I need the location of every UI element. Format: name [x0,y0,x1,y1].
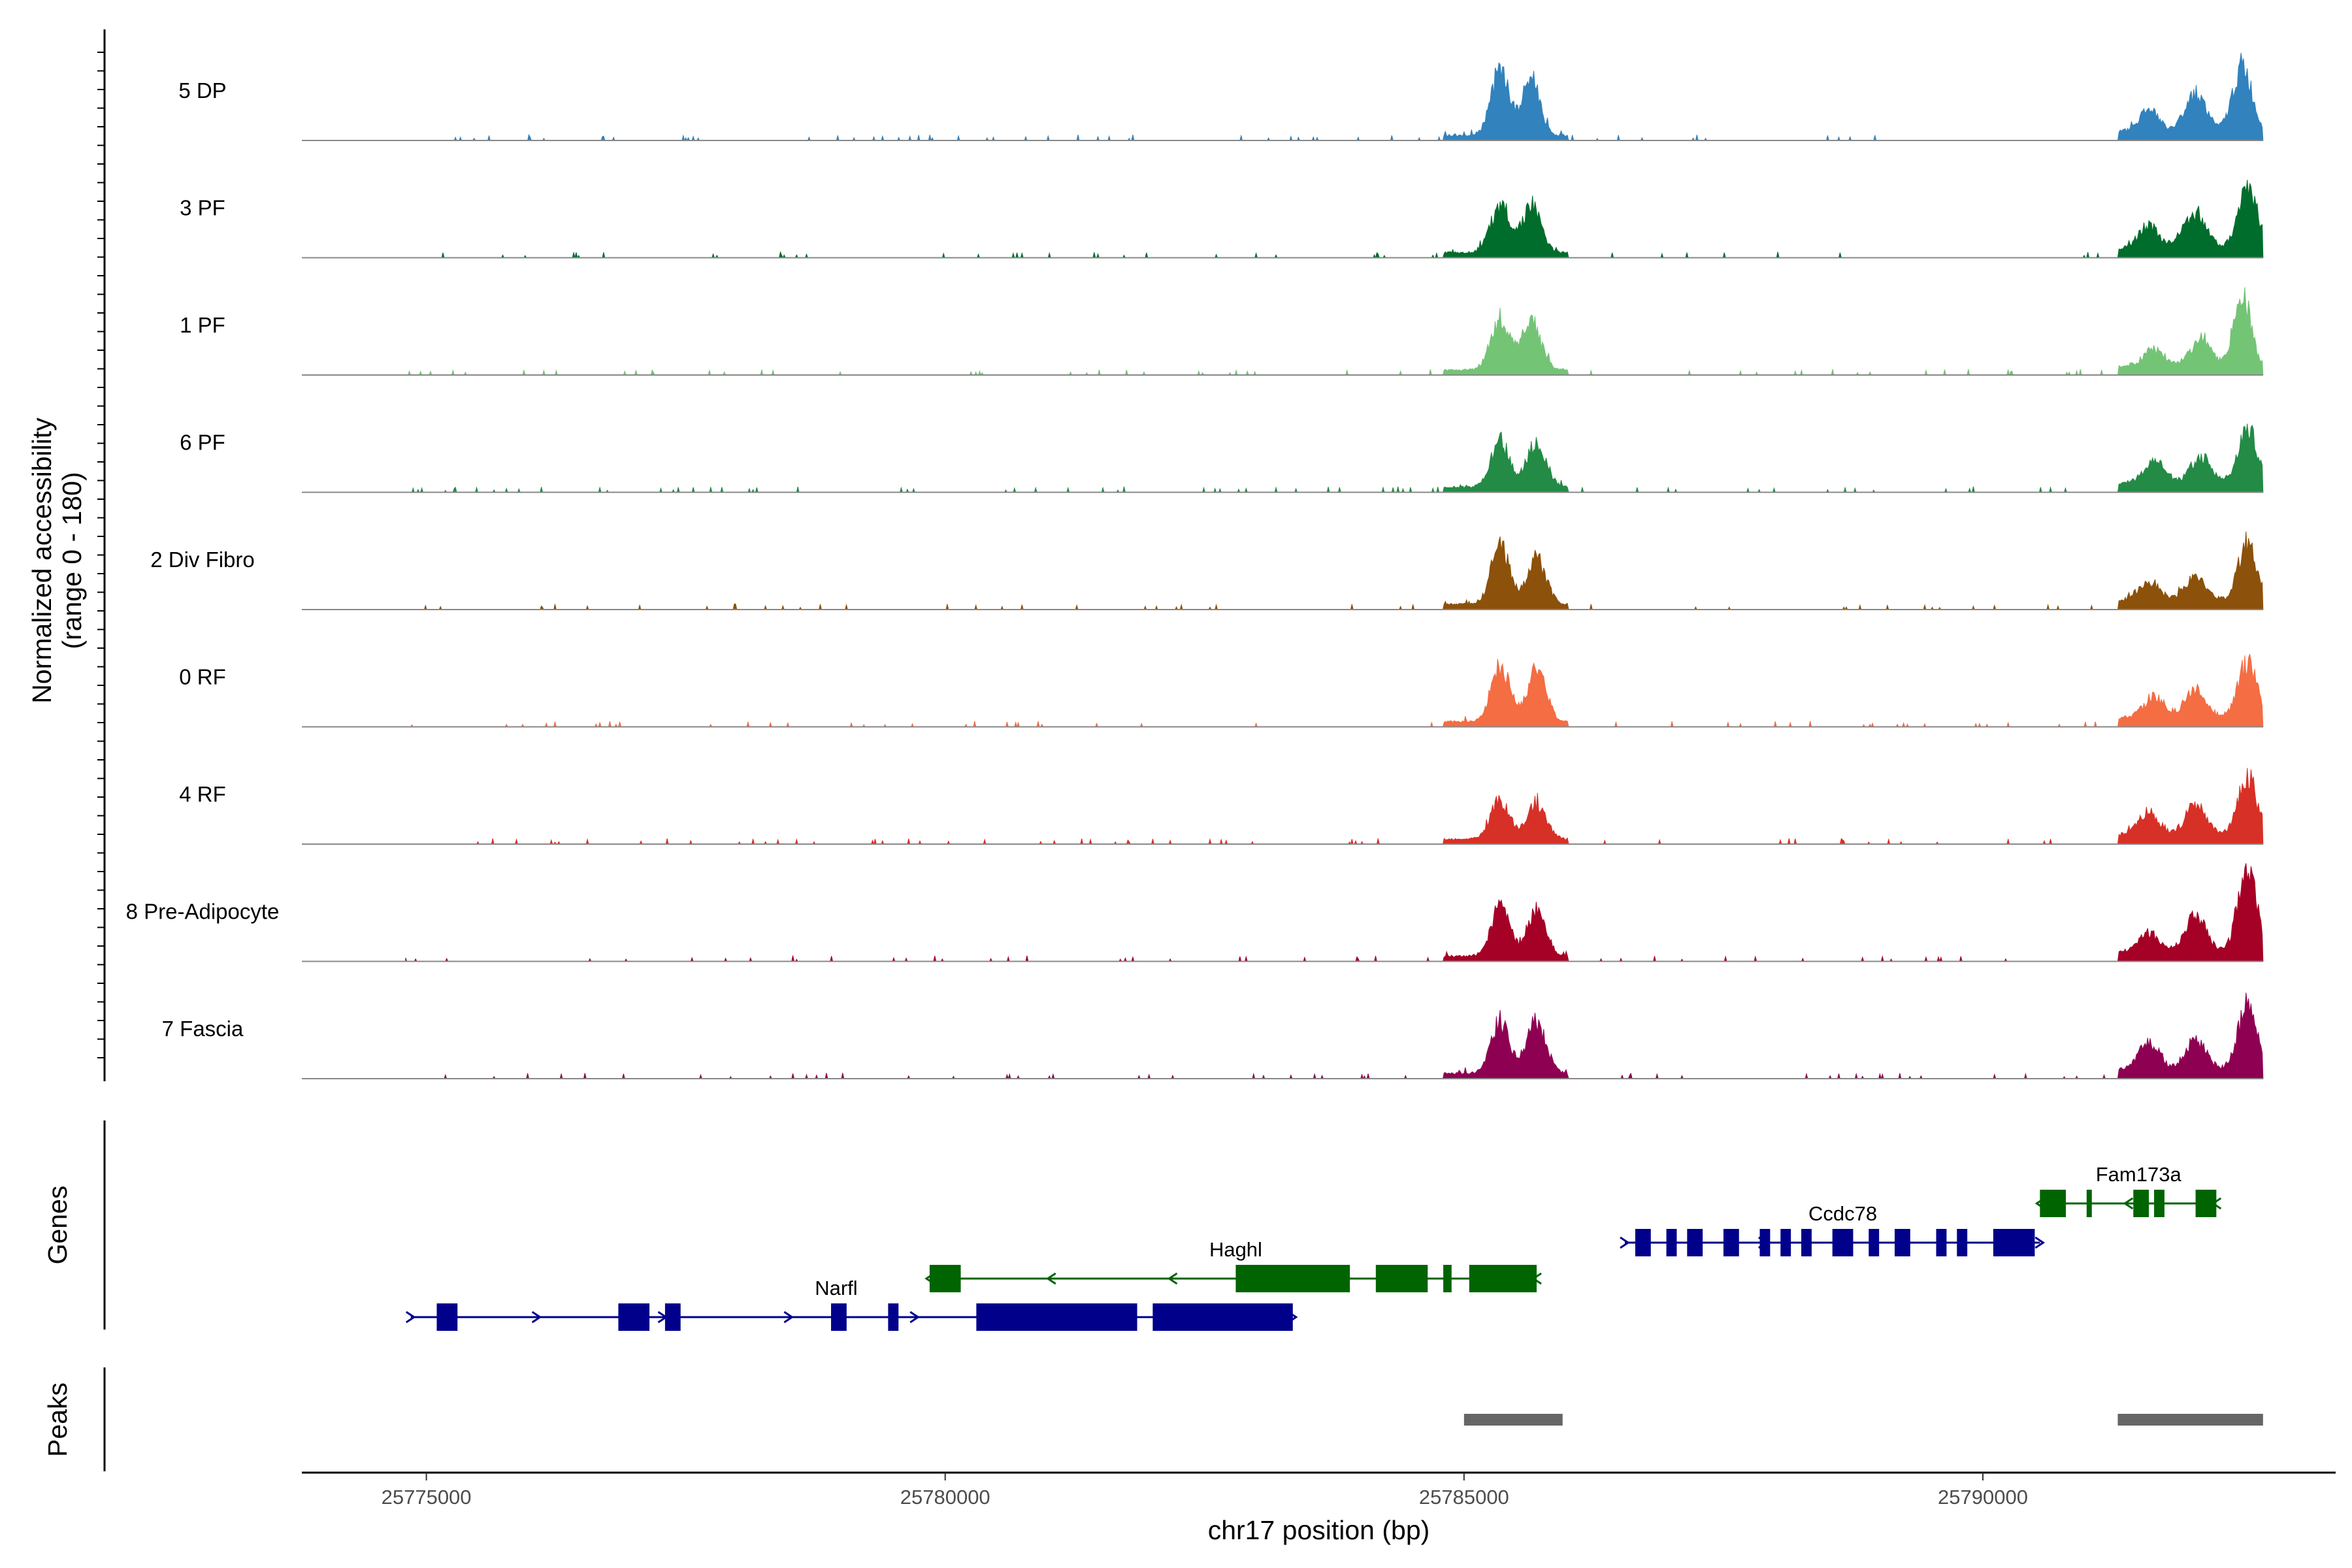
track-label: 4 RF [179,782,226,806]
track-6: 4 RF [179,768,2264,845]
peak-region [1463,1414,1563,1426]
track-label: 7 Fascia [162,1017,244,1041]
gene-exon [2133,1190,2149,1217]
gene-exon [2195,1190,2217,1217]
gene-exon [1801,1229,1812,1256]
gene-exon [436,1303,458,1331]
genes-panel-title: Genes [42,1186,73,1265]
x-axis-title: chr17 position (bp) [1208,1515,1430,1545]
gene-label: Haghl [1209,1238,1262,1261]
coverage-tracks: 5 DP 3 PF 1 PF 6 PF 2 Div Fibro 0 RF 4 RF 8 Pre… [126,52,2264,1080]
x-tick-label: 25790000 [1938,1486,2028,1509]
gene-haghl: Haghl [924,1238,1542,1292]
gene-exon [1152,1303,1293,1331]
chevron-right-icon [2034,1236,2046,1249]
track-label: 2 Div Fibro [150,547,255,572]
coverage-area-5 [405,653,2264,728]
chevron-right-icon [1620,1236,1630,1249]
track-label: 6 PF [180,431,225,455]
gene-exon [1443,1265,1452,1292]
gene-exon [1469,1265,1537,1292]
track-3: 6 PF [180,423,2264,493]
track-label: 3 PF [180,196,225,220]
track-label: 1 PF [180,313,225,337]
track-2: 1 PF [180,287,2264,376]
gene-exon [1723,1229,1739,1256]
gene-label: Ccdc78 [1808,1202,1877,1225]
chevron-right-icon [405,1311,416,1324]
coverage-area-2 [405,287,2264,376]
coverage-area-7 [405,863,2264,963]
gene-exon [618,1303,650,1331]
gene-exon [2040,1190,2066,1217]
gene-exon [1832,1229,1854,1256]
gene-exon [1869,1229,1880,1256]
gene-exon [831,1303,847,1331]
gene-exon [1687,1229,1703,1256]
gene-label: Narfl [815,1277,857,1299]
peaks-panel-title: Peaks [42,1382,73,1457]
chevron-right-icon [909,1311,920,1324]
peaks-panel [1463,1414,2263,1426]
peak-region [2117,1414,2263,1426]
coverage-area-8 [405,992,2264,1080]
x-tick-label: 25775000 [382,1486,472,1509]
coverage-area-4 [405,531,2264,611]
gene-narfl: Narfl [405,1277,1298,1331]
gene-exon [929,1265,961,1292]
track-5: 0 RF [179,653,2264,728]
coverage-area-6 [405,768,2264,845]
coverage-area-0 [405,52,2264,142]
gene-exon [1780,1229,1791,1256]
gene-exon [1375,1265,1428,1292]
gene-annotation-panel: Narfl Haghl Ccdc78 Fam173a [405,1163,2222,1331]
chevron-left-icon [1046,1272,1056,1285]
chevron-right-icon [531,1311,542,1324]
gene-label: Fam173a [2096,1163,2182,1186]
gene-exon [1635,1229,1651,1256]
gene-exon [2086,1190,2092,1217]
gene-exon [1993,1229,2035,1256]
track-1: 3 PF [180,180,2264,259]
track-8: 7 Fascia [162,992,2264,1080]
track-0: 5 DP [178,52,2264,142]
gene-exon [664,1303,681,1331]
track-7: 8 Pre-Adipocyte [126,863,2264,963]
chevron-right-icon [783,1311,794,1324]
track-label: 5 DP [178,78,226,103]
gene-exon [976,1303,1137,1331]
track-4: 2 Div Fibro [150,531,2264,611]
gene-fam173a: Fam173a [2034,1163,2222,1217]
x-tick-label: 25785000 [1419,1486,1509,1509]
x-tick-label: 25780000 [900,1486,990,1509]
chevron-left-icon [1167,1272,1178,1285]
coverage-area-1 [405,180,2264,259]
track-label: 8 Pre-Adipocyte [126,900,280,924]
y-axis-subtitle: (range 0 - 180) [57,472,87,649]
track-label: 0 RF [179,665,226,689]
chevron-left-icon [2123,1197,2134,1210]
gene-exon [888,1303,899,1331]
gene-exon [1759,1229,1771,1256]
y-axis-title: Normalized accessibility [27,417,57,704]
coverage-area-3 [405,423,2264,493]
axes: Normalized accessibility (range 0 - 180) G… [27,29,2336,1545]
gene-ccdc78: Ccdc78 [1620,1202,2046,1256]
gene-exon [2154,1190,2164,1217]
gene-exon [1666,1229,1677,1256]
gene-exon [1936,1229,1947,1256]
gene-exon [1235,1265,1350,1292]
gene-exon [1957,1229,1968,1256]
gene-exon [1894,1229,1910,1256]
